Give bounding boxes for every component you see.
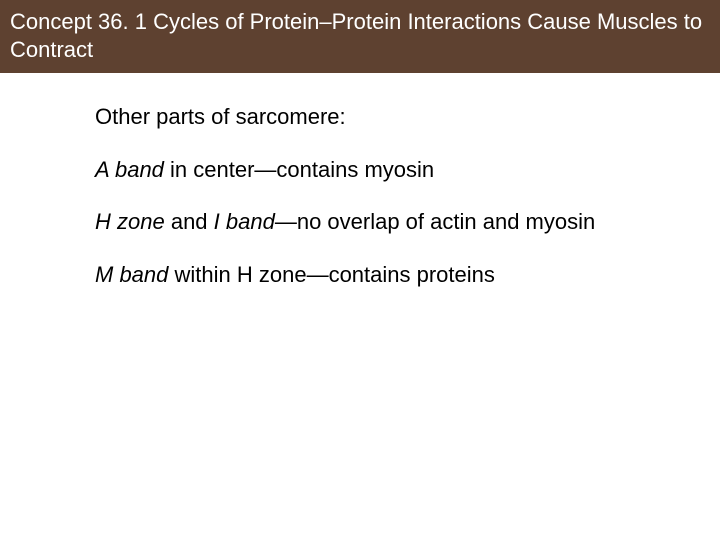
text-segment: and bbox=[165, 209, 214, 234]
text-segment: in center—contains myosin bbox=[164, 157, 434, 182]
slide-body: Other parts of sarcomere: A band in cent… bbox=[0, 73, 720, 289]
text-segment: within H zone—contains proteins bbox=[168, 262, 495, 287]
text-segment: Other parts of sarcomere: bbox=[95, 104, 346, 129]
text-segment: H zone bbox=[95, 209, 165, 234]
text-segment: I band bbox=[214, 209, 275, 234]
slide-title: Concept 36. 1 Cycles of Protein–Protein … bbox=[10, 8, 710, 63]
paragraph-1: A band in center—contains myosin bbox=[95, 156, 660, 185]
paragraph-3: M band within H zone—contains proteins bbox=[95, 261, 660, 290]
paragraph-2: H zone and I band—no overlap of actin an… bbox=[95, 208, 660, 237]
text-segment: A band bbox=[95, 157, 164, 182]
slide-header: Concept 36. 1 Cycles of Protein–Protein … bbox=[0, 0, 720, 73]
text-segment: M band bbox=[95, 262, 168, 287]
paragraph-0: Other parts of sarcomere: bbox=[95, 103, 660, 132]
text-segment: —no overlap of actin and myosin bbox=[275, 209, 595, 234]
